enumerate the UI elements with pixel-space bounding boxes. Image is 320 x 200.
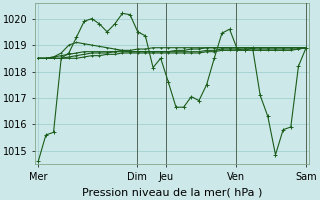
X-axis label: Pression niveau de la mer( hPa ): Pression niveau de la mer( hPa ) <box>82 187 262 197</box>
